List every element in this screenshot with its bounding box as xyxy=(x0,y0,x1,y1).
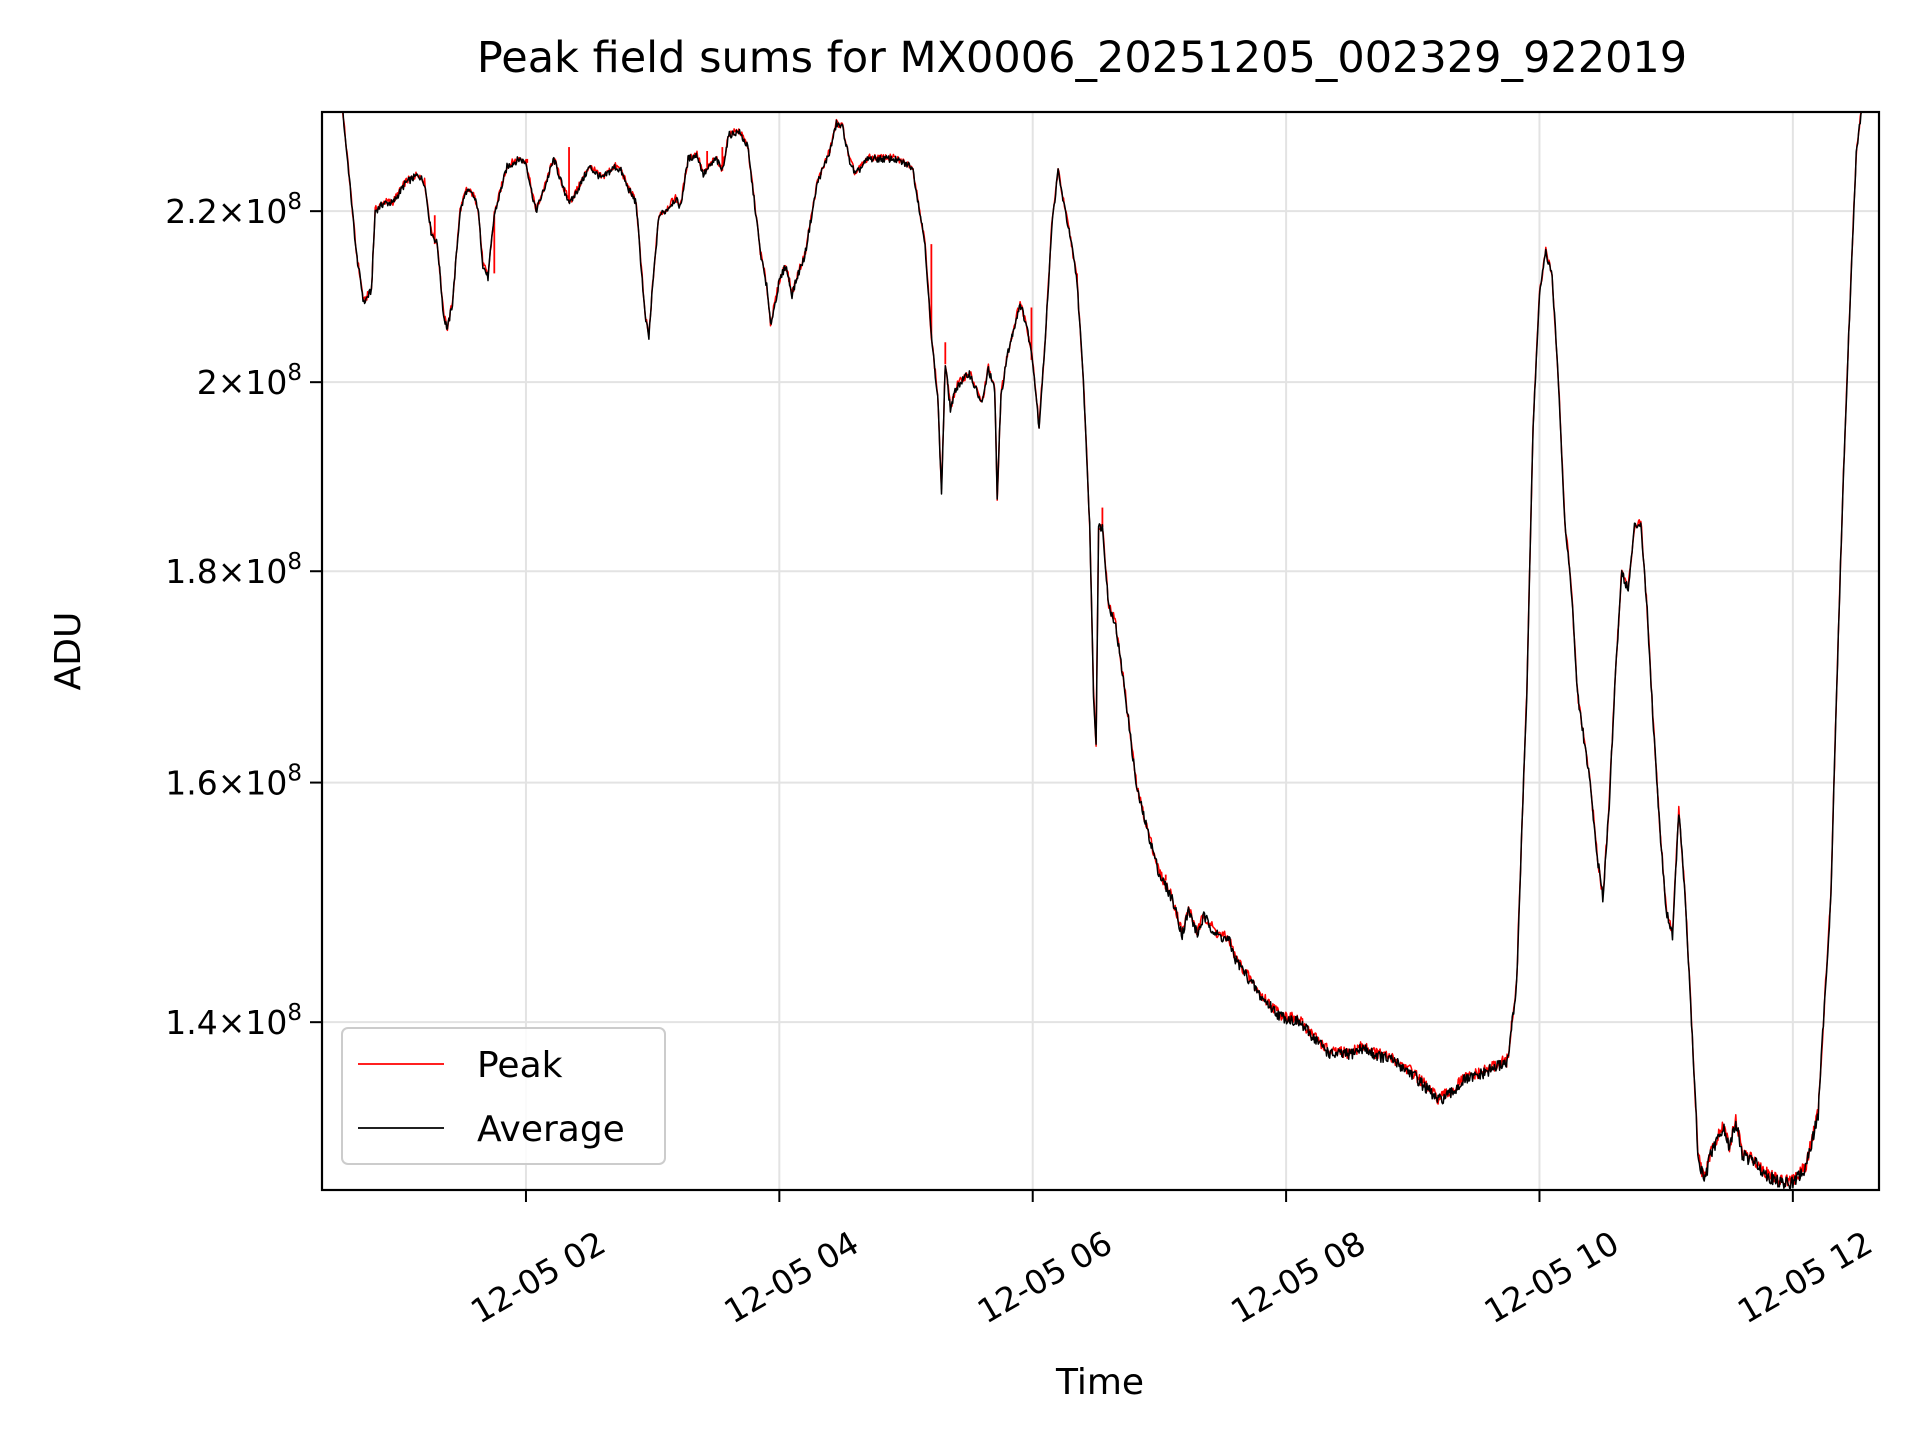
legend-average-label: Average xyxy=(477,1109,625,1150)
y-tick-times: × xyxy=(218,1003,246,1042)
plot-frame xyxy=(320,110,1881,1192)
y-tick-base: 10 xyxy=(245,1003,287,1042)
chart-title: Peak field sums for MX0006_20251205_0023… xyxy=(477,33,1687,83)
y-tick-base: 10 xyxy=(245,552,287,591)
y-tick-exponent: 8 xyxy=(287,360,302,386)
y-tick-times: × xyxy=(218,363,246,402)
y-tick-times: × xyxy=(218,764,246,803)
y-tick-label: 1.6×108 xyxy=(165,761,302,803)
y-tick-mantissa: 1.6 xyxy=(165,764,217,803)
y-tick-exponent: 8 xyxy=(287,761,302,787)
legend-box xyxy=(341,1027,666,1165)
series-line-average xyxy=(341,112,1863,1190)
y-axis-title: ADU xyxy=(48,612,89,691)
y-tick-mantissa: 2 xyxy=(197,363,218,402)
y-tick-label: 2×108 xyxy=(197,360,302,402)
y-tick-exponent: 8 xyxy=(287,549,302,575)
y-tick-base: 10 xyxy=(245,764,287,803)
y-tick-label: 2.2×108 xyxy=(165,189,302,231)
y-tick-exponent: 8 xyxy=(287,1000,302,1026)
x-axis-title: Time xyxy=(1055,1362,1144,1403)
y-tick-base: 10 xyxy=(245,192,287,231)
y-tick-times: × xyxy=(218,552,246,591)
legend-peak-label: Peak xyxy=(477,1045,563,1086)
y-tick-base: 10 xyxy=(245,363,287,402)
y-tick-exponent: 8 xyxy=(287,189,302,215)
y-tick-label: 1.4×108 xyxy=(165,1000,302,1042)
grid-lines xyxy=(322,112,1879,1190)
legend: Peak Average xyxy=(341,1027,666,1165)
y-tick-mantissa: 2.2 xyxy=(165,192,217,231)
series-group xyxy=(341,112,1863,1190)
y-tick-mantissa: 1.4 xyxy=(165,1003,217,1042)
y-tick-label: 1.8×108 xyxy=(165,549,302,591)
y-tick-mantissa: 1.8 xyxy=(165,552,217,591)
y-tick-times: × xyxy=(218,192,246,231)
